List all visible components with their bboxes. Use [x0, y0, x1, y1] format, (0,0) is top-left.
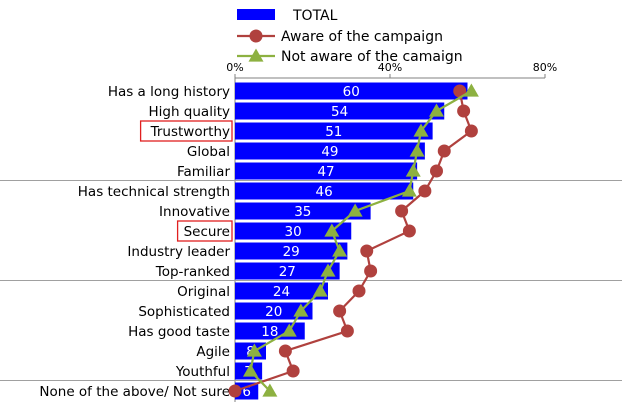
category-label: High quality — [148, 104, 230, 120]
line-point-circle — [333, 304, 347, 318]
line-point-circle — [457, 104, 471, 118]
line-point-triangle — [429, 103, 444, 117]
legend-label: Not aware of the camaign — [281, 49, 463, 65]
x-tick-label: 80% — [533, 61, 557, 74]
line-point-circle — [364, 264, 378, 278]
category-label: Familiar — [177, 164, 230, 180]
category-label: Top-ranked — [155, 264, 230, 280]
legend-marker-triangle — [248, 48, 264, 62]
bar-value-label: 6 — [242, 384, 251, 400]
bar — [235, 222, 352, 240]
line-point-triangle — [332, 243, 348, 257]
line-point-triangle — [281, 323, 297, 337]
line-point-circle — [464, 124, 478, 138]
bar-value-label: 49 — [321, 144, 338, 160]
category-label: Youthful — [175, 364, 230, 380]
category-label: Has technical strength — [78, 184, 230, 200]
line-point-circle — [278, 344, 292, 358]
data-labels: 60545149474635302927242018876 — [242, 84, 360, 400]
category-label: Secure — [184, 224, 230, 240]
line-point-circle — [228, 384, 242, 398]
line-point-circle — [402, 224, 416, 238]
x-tick-label: 40% — [378, 61, 402, 74]
bar-value-label: 18 — [261, 324, 278, 340]
bar-series — [235, 82, 468, 400]
category-label: Agile — [196, 344, 230, 360]
line-point-triangle — [293, 303, 309, 317]
bar-value-label: 20 — [265, 304, 282, 320]
bar-value-label: 46 — [316, 184, 333, 200]
category-label: Has good taste — [128, 324, 230, 340]
line-series — [228, 83, 479, 398]
highlight-box — [139, 120, 233, 142]
category-label: Global — [187, 144, 230, 160]
line-point-circle — [430, 164, 443, 178]
line-point-triangle — [347, 203, 363, 217]
line-point-triangle — [312, 283, 328, 297]
line-point-triangle — [320, 263, 336, 277]
legend-marker-circle — [249, 29, 263, 43]
category-labels: Has a long history High quality Trustworth… — [39, 84, 230, 400]
line-point-triangle — [246, 343, 262, 357]
category-label: None of the above/ Not sure — [39, 384, 230, 400]
line-point-triangle — [409, 143, 425, 157]
bar — [235, 162, 418, 180]
bar-value-label: 35 — [294, 204, 311, 220]
bar — [235, 182, 414, 200]
bar — [235, 242, 348, 260]
legend-swatch-bar — [237, 9, 275, 20]
line-point-triangle — [463, 83, 479, 97]
chart-legend: TOTAL Aware of the campaign Not aware of t… — [237, 8, 463, 65]
legend-label: TOTAL — [292, 8, 338, 24]
line-point-circle — [395, 204, 409, 218]
line-point-circle — [453, 84, 467, 98]
bar-value-label: 30 — [285, 224, 302, 240]
category-label: Sophisticated — [138, 304, 230, 320]
bar — [235, 262, 340, 280]
line-point-circle — [418, 184, 432, 198]
bar — [235, 382, 259, 400]
line-point-circle — [437, 144, 451, 158]
bar — [235, 282, 328, 300]
category-label: Original — [177, 284, 230, 300]
category-label: Has a long history — [108, 84, 230, 100]
line-point-triangle — [243, 363, 258, 377]
bar-value-label: 60 — [343, 84, 360, 100]
bar-value-label: 47 — [317, 164, 334, 180]
line-point-circle — [340, 324, 354, 338]
line-point-circle — [286, 364, 300, 378]
bar-value-label: 29 — [283, 244, 300, 260]
line-point-circle — [360, 244, 374, 258]
bar — [235, 142, 425, 160]
line-point-triangle — [401, 183, 417, 197]
bar-value-label: 24 — [273, 284, 290, 300]
category-label: Trustworthy — [150, 124, 230, 140]
highlight-boxes — [139, 120, 233, 242]
legend-label: Aware of the campaign — [281, 29, 443, 45]
line-point-circle — [352, 284, 366, 298]
bar — [235, 102, 445, 120]
line-point-triangle — [413, 123, 429, 137]
bar — [235, 302, 313, 320]
bar — [235, 122, 433, 140]
highlight-box — [176, 220, 233, 242]
series-line — [234, 90, 473, 393]
bar — [235, 82, 468, 100]
bar-value-label: 51 — [325, 124, 342, 140]
group-separators — [0, 180, 622, 381]
series-line — [249, 90, 472, 392]
line-point-triangle — [405, 163, 421, 177]
bar — [235, 202, 371, 220]
x-tick-label: 0% — [226, 61, 243, 74]
category-label: Industry leader — [127, 244, 230, 260]
line-point-triangle — [324, 223, 340, 237]
bar-value-label: 54 — [331, 104, 348, 120]
bar-value-label: 27 — [279, 264, 296, 280]
category-label: Innovative — [159, 204, 230, 220]
line-point-triangle — [262, 383, 278, 397]
